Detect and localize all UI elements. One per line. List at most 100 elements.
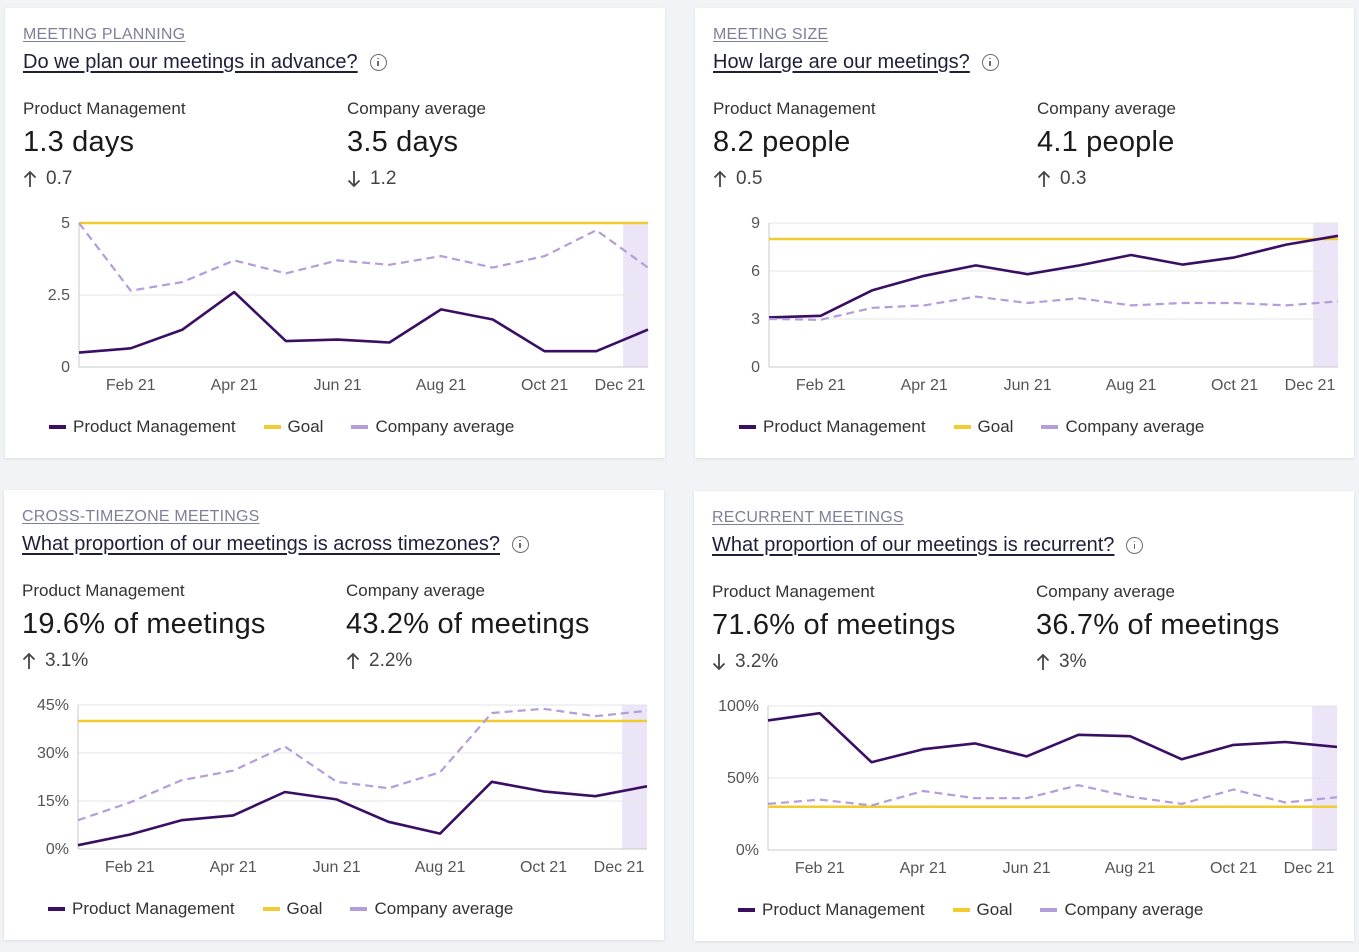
data-point-team[interactable] [541,788,547,794]
question-link[interactable]: Do we plan our meetings in advance? [23,51,358,73]
legend-item-goal[interactable]: Goal [953,417,1013,437]
data-point-company-average[interactable] [542,253,548,259]
legend-item-company[interactable]: Company average [1041,417,1204,437]
data-point-company-average[interactable] [128,288,134,294]
data-point-company-average[interactable] [1025,300,1031,306]
data-point-company-average[interactable] [921,302,927,308]
data-point-team[interactable] [765,717,771,723]
data-point-company-average[interactable] [1180,300,1186,306]
data-point-team[interactable] [868,759,874,765]
data-point-team[interactable] [489,779,495,785]
data-point-team[interactable] [1024,753,1030,759]
data-point-company-average[interactable] [1282,799,1288,805]
data-point-team[interactable] [644,783,650,789]
data-point-team[interactable] [386,340,392,346]
data-point-company-average[interactable] [178,777,184,783]
data-point-team[interactable] [385,819,391,825]
legend-item-goal[interactable]: Goal [952,900,1012,920]
data-point-company-average[interactable] [1127,794,1133,800]
data-point-company-average[interactable] [765,801,771,807]
legend-item-company[interactable]: Company average [1040,900,1203,920]
question-link[interactable]: What proportion of our meetings is acros… [22,533,500,555]
data-point-team[interactable] [1075,732,1081,738]
data-point-company-average[interactable] [438,253,444,259]
data-point-company-average[interactable] [1128,302,1134,308]
info-icon[interactable] [981,54,999,71]
data-point-team[interactable] [128,345,134,351]
data-point-company-average[interactable] [1231,787,1237,793]
legend-item-goal[interactable]: Goal [262,899,322,919]
data-point-team[interactable] [1128,252,1134,258]
section-category-link[interactable]: MEETING SIZE [713,26,829,43]
data-point-company-average[interactable] [869,305,875,311]
data-point-company-average[interactable] [818,317,824,323]
data-point-company-average[interactable] [282,744,288,750]
data-point-team[interactable] [593,348,599,354]
data-point-team[interactable] [438,306,444,312]
data-point-team[interactable] [76,350,82,356]
legend-item-team[interactable]: Product Management [738,900,925,920]
data-point-company-average[interactable] [127,800,133,806]
data-point-team[interactable] [592,793,598,799]
data-point-team[interactable] [490,316,496,322]
data-point-company-average[interactable] [231,257,237,263]
data-point-company-average[interactable] [920,788,926,794]
data-point-company-average[interactable] [489,710,495,716]
line-chart[interactable]: 5 2.5 0 Feb 21 Apr 21 Jun 21 Aug 21 Oct 21 Dec 2… [5,8,665,398]
data-point-company-average[interactable] [645,265,651,271]
data-point-company-average[interactable] [766,316,772,322]
section-category-link[interactable]: MEETING PLANNING [23,26,186,43]
data-point-company-average[interactable] [1024,795,1030,801]
data-point-team[interactable] [1076,262,1082,268]
data-point-team[interactable] [231,289,237,295]
data-point-team[interactable] [869,287,875,293]
line-chart[interactable]: 100% 50% 0% Feb 21 Apr 21 Jun 21 Aug 21 Oct 21 D… [694,491,1354,881]
info-icon[interactable] [369,54,387,71]
data-point-team[interactable] [179,327,185,333]
question-link[interactable]: How large are our meetings? [713,51,970,73]
data-point-team[interactable] [921,273,927,279]
legend-item-team[interactable]: Product Management [48,899,235,919]
data-point-team[interactable] [335,337,341,343]
data-point-team[interactable] [1025,271,1031,277]
data-point-company-average[interactable] [593,227,599,233]
section-category-link[interactable]: CROSS-TIMEZONE MEETINGS [22,508,260,525]
line-chart[interactable]: 45% 30% 15% 0% Feb 21 Apr 21 Jun 21 Aug 21 Oct 2… [4,490,664,880]
data-point-team[interactable] [282,789,288,795]
data-point-team[interactable] [1232,254,1238,260]
data-point-company-average[interactable] [592,713,598,719]
data-point-team[interactable] [1231,742,1237,748]
data-point-team[interactable] [972,740,978,746]
data-point-team[interactable] [920,746,926,752]
data-point-team[interactable] [127,832,133,838]
data-point-company-average[interactable] [644,708,650,714]
data-point-company-average[interactable] [437,769,443,775]
data-point-company-average[interactable] [1076,295,1082,301]
data-point-company-average[interactable] [868,802,874,808]
data-point-team[interactable] [1334,744,1340,750]
data-point-team[interactable] [817,710,823,716]
data-point-company-average[interactable] [283,270,289,276]
data-point-team[interactable] [1335,233,1341,239]
question-link[interactable]: What proportion of our meetings is recur… [712,534,1115,556]
data-point-company-average[interactable] [1232,300,1238,306]
data-point-company-average[interactable] [230,768,236,774]
data-point-company-average[interactable] [1335,298,1341,304]
data-point-company-average[interactable] [76,220,82,226]
data-point-company-average[interactable] [386,262,392,268]
data-point-team[interactable] [283,338,289,344]
info-icon[interactable] [512,536,529,553]
data-point-team[interactable] [1282,739,1288,745]
legend-item-goal[interactable]: Goal [263,417,323,437]
data-point-company-average[interactable] [1075,782,1081,788]
data-point-company-average[interactable] [1179,801,1185,807]
data-point-company-average[interactable] [179,279,185,285]
data-point-team[interactable] [1179,756,1185,762]
data-point-team[interactable] [973,262,979,268]
data-point-team[interactable] [542,348,548,354]
data-point-company-average[interactable] [75,817,81,823]
data-point-company-average[interactable] [334,779,340,785]
data-point-team[interactable] [230,812,236,818]
data-point-company-average[interactable] [541,706,547,712]
legend-item-team[interactable]: Product Management [739,417,926,437]
